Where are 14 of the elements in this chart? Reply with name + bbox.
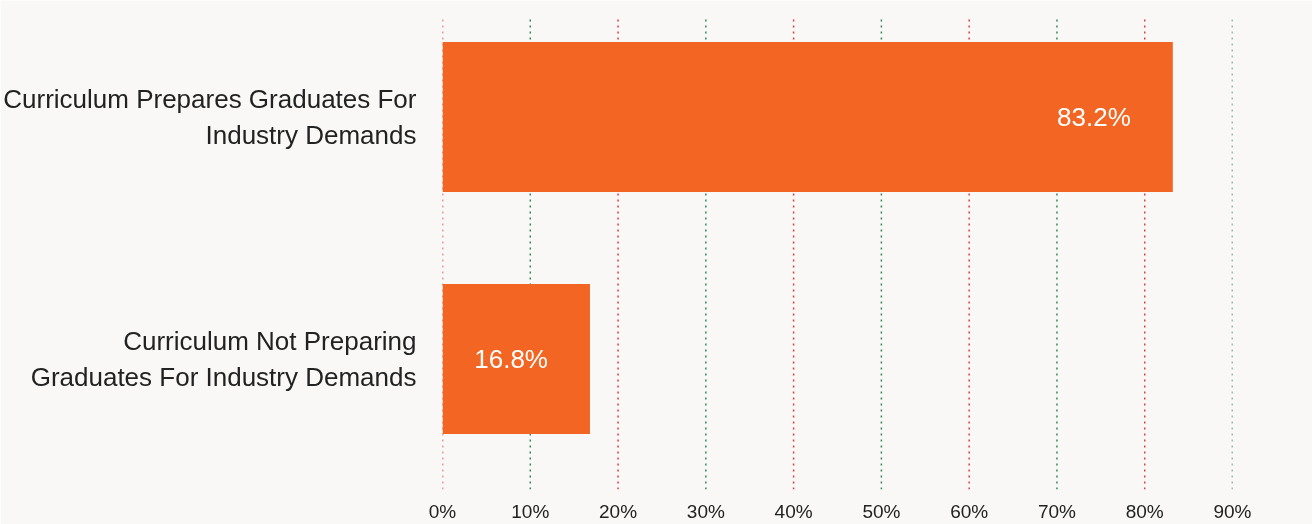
x-tick-label: 40% bbox=[774, 500, 813, 522]
x-tick-label: 80% bbox=[1125, 500, 1164, 522]
x-tick-label: 30% bbox=[686, 500, 725, 522]
data-label: 16.8% bbox=[474, 343, 548, 374]
data-label: 83.2% bbox=[1057, 102, 1131, 133]
y-tick-label: Curriculum Prepares Graduates For Industry Demands bbox=[3, 84, 417, 151]
x-tick-label: 70% bbox=[1037, 500, 1077, 522]
x-tick-label: 50% bbox=[862, 500, 901, 522]
x-tick-label: 60% bbox=[950, 500, 989, 522]
y-tick-label: Curriculum Not Preparing Graduates For Industry Demands bbox=[30, 325, 417, 392]
x-tick-label: 0% bbox=[428, 500, 457, 522]
x-tick-label: 10% bbox=[511, 500, 550, 522]
x-tick-label: 90% bbox=[1213, 500, 1252, 522]
x-tick-label: 20% bbox=[599, 500, 638, 522]
